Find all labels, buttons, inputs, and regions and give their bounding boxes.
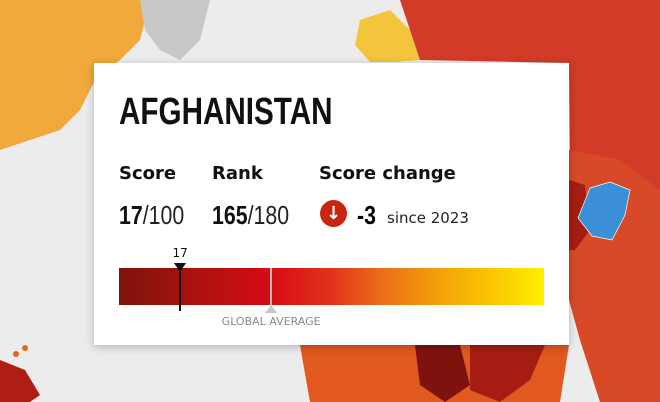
map-region-afghanistan (577, 181, 631, 241)
country-name: AFGHANISTAN (119, 91, 333, 133)
map-region-south-sudan (415, 345, 470, 402)
score-value: 17/100 (119, 200, 185, 230)
score-scale-bar (119, 268, 544, 305)
map-region-east-africa (470, 345, 545, 402)
global-average-line (270, 268, 272, 305)
map-region-greenland (140, 0, 210, 60)
marker-line (179, 265, 182, 311)
global-average-label: GLOBAL AVERAGE (221, 315, 321, 328)
map-region-canada (0, 0, 150, 150)
map-region-russia (400, 0, 660, 190)
arrow-down-icon: ↓ (320, 200, 347, 227)
country-info-card: AFGHANISTAN Score Rank Score change 17/1… (94, 63, 569, 345)
rank-value: 165/180 (212, 200, 290, 230)
map-region-scandinavia (355, 10, 420, 62)
score-change-label: Score change (319, 163, 456, 184)
score-label: Score (119, 163, 177, 184)
score-change-value: -3 (357, 200, 376, 230)
score-change-since: since 2023 (387, 209, 469, 227)
score-marker-label: 17 (172, 246, 188, 260)
map-region-central-america (0, 360, 40, 402)
rank-label: Rank (212, 163, 263, 184)
global-average-triangle-icon (265, 305, 278, 313)
